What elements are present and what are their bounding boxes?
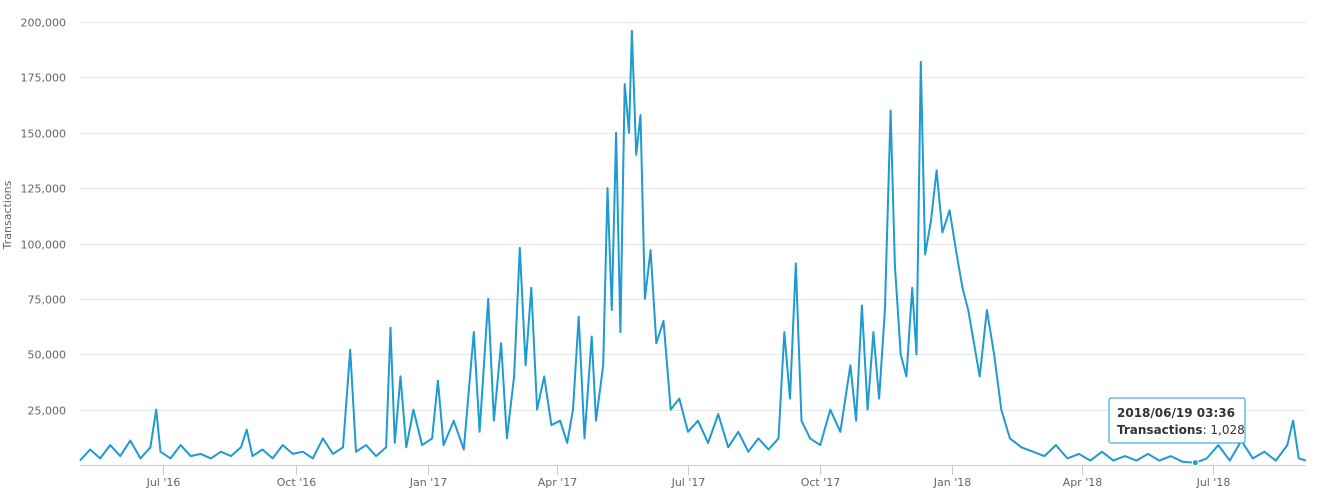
grid-lines	[80, 22, 1306, 411]
y-tick-label: 150,000	[21, 128, 67, 141]
x-tick-label: Jan '17	[409, 476, 447, 489]
transactions-series	[79, 29, 1307, 467]
tooltip: 2018/06/19 03:36 Transactions: 1,028	[1108, 397, 1246, 444]
y-axis-label: Transactions	[1, 180, 14, 250]
y-tick-label: 100,000	[21, 239, 67, 252]
x-tick-label: Oct '17	[801, 476, 841, 489]
tooltip-separator: :	[1203, 423, 1211, 437]
tooltip-value: 1,028	[1210, 423, 1244, 437]
x-tick-label: Jul '17	[671, 476, 706, 489]
y-tick-label: 50,000	[28, 349, 67, 362]
x-tick-label: Apr '18	[1063, 476, 1103, 489]
x-tick-label: Jan '18	[933, 476, 971, 489]
x-tick-label: Jul '18	[1196, 476, 1231, 489]
tooltip-series-label: Transactions	[1117, 423, 1203, 437]
x-tick-label: Apr '17	[538, 476, 578, 489]
tooltip-box	[1108, 397, 1246, 444]
y-tick-label: 75,000	[28, 294, 67, 307]
hover-point	[1191, 459, 1199, 467]
y-tick-label: 200,000	[21, 17, 67, 30]
x-axis-ticks: Jul '16 Oct '16 Jan '17 Apr '17 Jul '17 Oct '…	[146, 465, 1231, 489]
y-tick-label: 125,000	[21, 183, 67, 196]
transactions-line	[79, 29, 1307, 464]
x-tick-label: Jul '16	[146, 476, 181, 489]
y-tick-label: 175,000	[21, 72, 67, 85]
y-axis-ticks: 200,000 175,000 150,000 125,000 100,000 75,00…	[21, 17, 67, 418]
x-tick-label: Oct '16	[277, 476, 317, 489]
tooltip-date: 2018/06/19 03:36	[1117, 406, 1235, 420]
tooltip-row: Transactions: 1,028	[1117, 423, 1245, 437]
y-tick-label: 25,000	[28, 405, 67, 418]
